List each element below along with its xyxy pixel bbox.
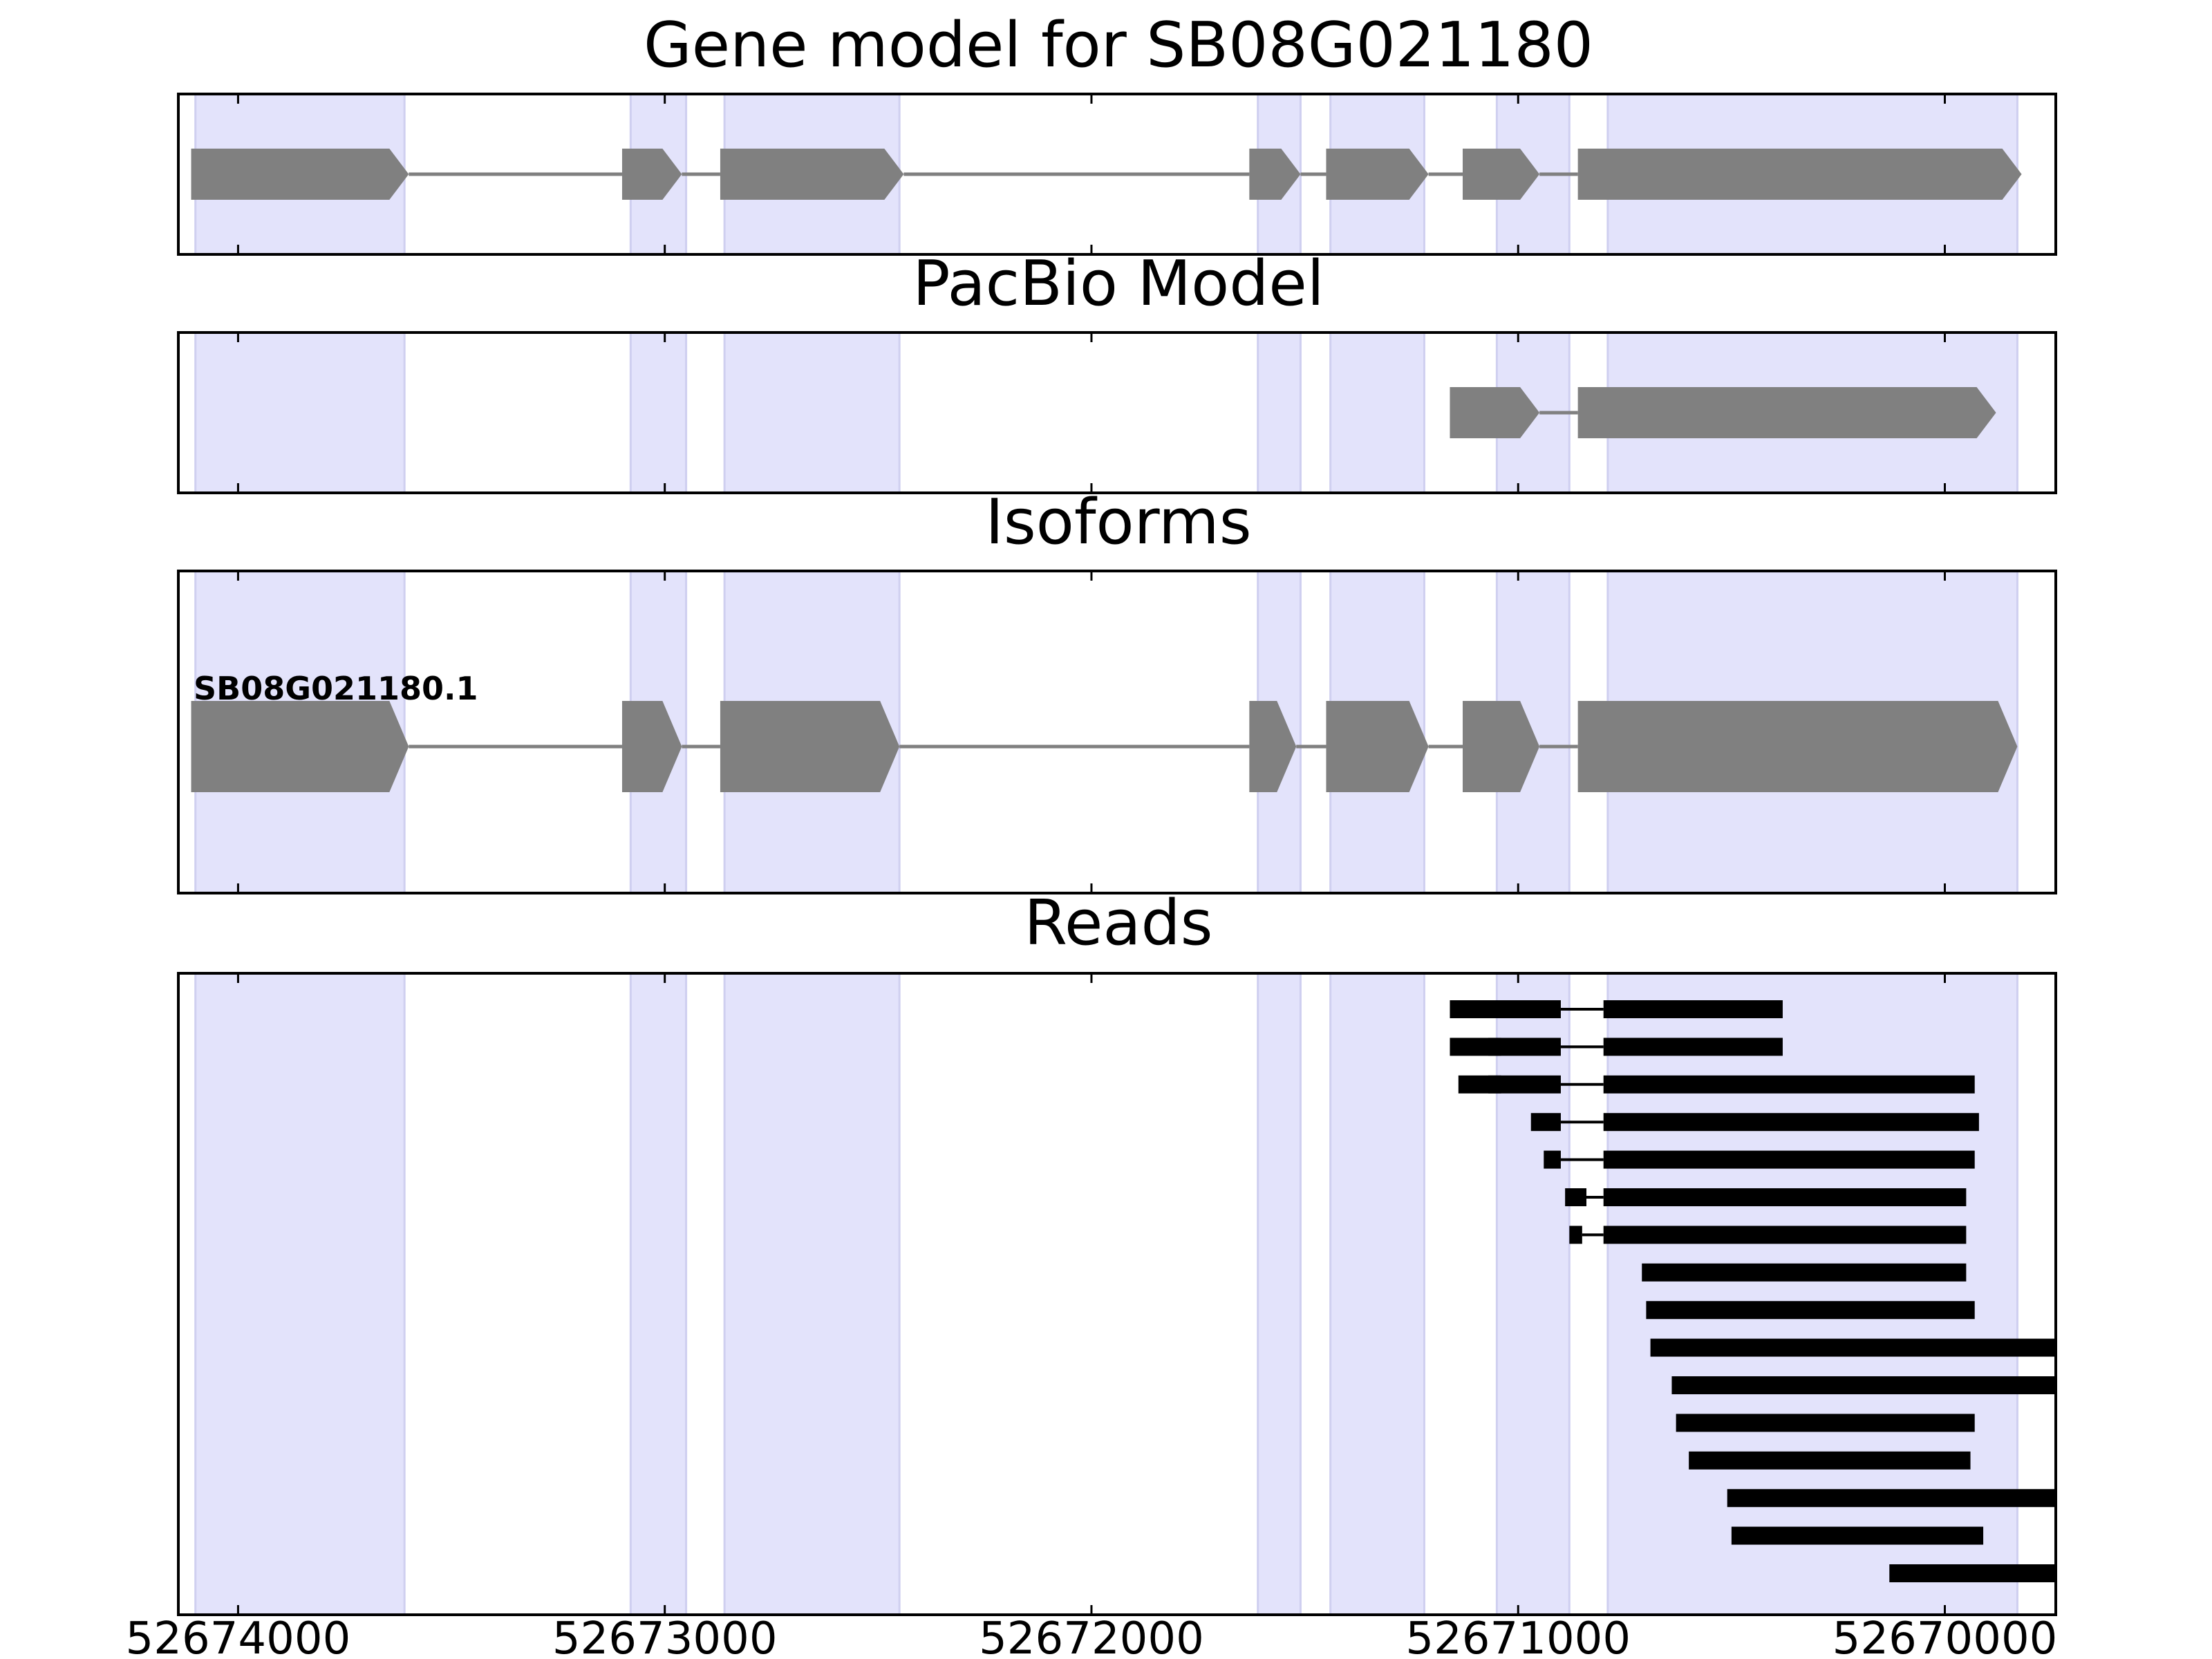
read-segment bbox=[1569, 1226, 1582, 1244]
exon-region-band bbox=[194, 972, 406, 1616]
exon-region-band bbox=[1257, 331, 1302, 494]
exon-shape bbox=[621, 701, 682, 792]
read-segment bbox=[1565, 1188, 1586, 1206]
read-segment bbox=[1650, 1338, 2056, 1357]
exon-shape bbox=[720, 701, 900, 792]
read-segment bbox=[1642, 1263, 1967, 1282]
isoform-label: SB08G021180.1 bbox=[194, 670, 478, 707]
pacbio-model-panel: PacBio Model bbox=[177, 247, 2057, 494]
x-axis-tick-labels: 52674000 52673000 52672000 52671000 52670000 bbox=[126, 1613, 2058, 1659]
read-segment bbox=[1603, 1188, 1967, 1206]
x-tick-label: 52670000 bbox=[1833, 1613, 2058, 1659]
x-tick-label: 52671000 bbox=[1405, 1613, 1631, 1659]
exon-shape bbox=[1249, 149, 1301, 200]
read-segment bbox=[1689, 1451, 1971, 1470]
read-segment bbox=[1488, 1038, 1561, 1056]
gene-model-title: Gene model for SB08G021180 bbox=[644, 9, 1593, 82]
exon-region-band bbox=[194, 331, 406, 494]
read-segment bbox=[1671, 1376, 2056, 1394]
exon-shape bbox=[1462, 149, 1540, 200]
exon-region-band bbox=[1606, 972, 2018, 1616]
exon-shape bbox=[1577, 701, 2018, 792]
exon-shape bbox=[1462, 701, 1540, 792]
exon-region-band bbox=[1257, 972, 1302, 1616]
read-segment bbox=[1530, 1113, 1561, 1132]
pacbio-model-frame bbox=[177, 331, 2057, 494]
x-tick-label: 52674000 bbox=[126, 1613, 351, 1659]
read-segment bbox=[1603, 1038, 1783, 1056]
read-segment bbox=[1889, 1564, 2056, 1582]
isoforms-title: Isoforms bbox=[985, 486, 1251, 559]
read-segment bbox=[1727, 1489, 2056, 1508]
read-segment bbox=[1603, 1075, 1975, 1094]
pacbio-model-title: PacBio Model bbox=[912, 247, 1324, 320]
exon-region-band bbox=[629, 331, 688, 494]
isoforms-panel: Isoforms SB08G021180.1 bbox=[177, 486, 2057, 894]
exon-shape bbox=[720, 149, 904, 200]
read-segment bbox=[1646, 1301, 1975, 1320]
exon-region-band bbox=[1495, 972, 1571, 1616]
gene-model-panel: Gene model for SB08G021180 bbox=[177, 9, 2057, 256]
exon-shape bbox=[1577, 387, 1996, 438]
exon-region-band bbox=[1329, 331, 1425, 494]
reads-frame bbox=[177, 972, 2057, 1616]
exon-shape bbox=[191, 149, 409, 200]
exon-region-band bbox=[1329, 972, 1425, 1616]
read-segment bbox=[1603, 1113, 1979, 1132]
exon-shape bbox=[1249, 701, 1297, 792]
read-segment bbox=[1488, 1000, 1561, 1018]
read-segment bbox=[1488, 1075, 1561, 1094]
reads-panel: Reads bbox=[177, 887, 2057, 1616]
read-segment bbox=[1603, 1226, 1967, 1244]
exon-shape bbox=[621, 149, 682, 200]
exon-shape bbox=[1462, 387, 1540, 438]
x-tick-label: 52672000 bbox=[979, 1613, 1204, 1659]
isoforms-frame bbox=[177, 570, 2057, 894]
read-segment bbox=[1603, 1000, 1783, 1018]
exon-shape bbox=[1326, 701, 1429, 792]
exon-shape bbox=[1326, 149, 1429, 200]
exon-shape bbox=[1577, 149, 2022, 200]
exon-region-band bbox=[629, 972, 688, 1616]
read-segment bbox=[1676, 1414, 1975, 1432]
gene-model-frame bbox=[177, 93, 2057, 256]
exon-shape bbox=[191, 701, 409, 792]
exon-region-band bbox=[723, 331, 901, 494]
reads-title: Reads bbox=[1024, 887, 1212, 959]
exon-region-band bbox=[723, 972, 901, 1616]
read-segment bbox=[1731, 1526, 1984, 1545]
x-tick-label: 52673000 bbox=[552, 1613, 778, 1659]
read-segment bbox=[1544, 1150, 1561, 1169]
read-segment bbox=[1603, 1150, 1975, 1169]
